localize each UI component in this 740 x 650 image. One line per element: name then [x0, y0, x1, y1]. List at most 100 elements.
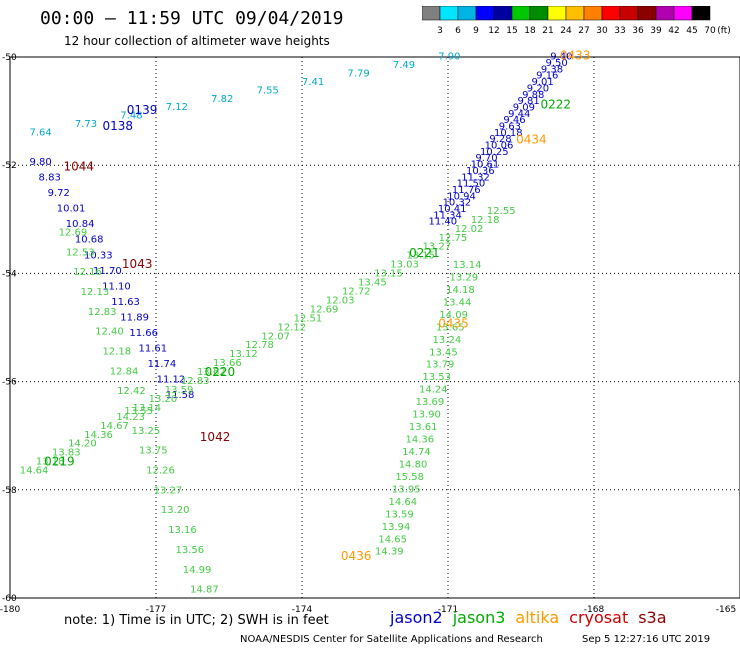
wave-height-value: 13.24	[433, 335, 462, 346]
wave-height-value: 9.40	[550, 52, 572, 63]
pass-label: 0221	[409, 246, 440, 260]
wave-height-value: 9.09	[513, 102, 535, 113]
wave-height-value: 13.95	[392, 484, 421, 495]
scale-tick-label: 27	[578, 26, 589, 36]
wave-height-value: 10.36	[466, 166, 495, 177]
wave-height-value: 13.45	[429, 347, 458, 358]
wave-height-value: 10.61	[471, 160, 500, 171]
wave-height-value: 13.61	[409, 422, 438, 433]
wave-height-value: 12.42	[117, 386, 146, 397]
wave-height-value: 7.48	[120, 111, 142, 122]
x-tick-label: -177	[146, 605, 166, 615]
wave-height-value: 13.59	[165, 385, 194, 396]
wave-height-value: 11.40	[429, 217, 458, 228]
legend-jason3: jason3	[452, 608, 506, 627]
scale-tick-label: 9	[473, 26, 479, 36]
wave-height-value: 14.80	[399, 459, 428, 470]
wave-height-value: 14.09	[439, 310, 468, 321]
wave-height-value: 10.25	[480, 147, 509, 158]
scale-tick-label: 70	[704, 26, 716, 36]
wave-height-value: 13.12	[229, 349, 258, 360]
wave-height-value: 14.74	[402, 447, 431, 458]
wave-height-value: 13.53	[422, 372, 451, 383]
wave-height-value: 13.83	[52, 448, 81, 459]
wave-height-value: 12.72	[342, 286, 371, 297]
wave-height-value: 13.18	[36, 457, 65, 468]
wave-height-value: 10.94	[447, 191, 476, 202]
wave-height-value: 9.38	[541, 64, 563, 75]
wave-height-value: 13.55	[124, 406, 153, 417]
footer-credit: NOAA/NESDIS Center for Satellite Applica…	[240, 634, 543, 645]
wave-height-value: 12.69	[310, 304, 339, 315]
wave-height-value: 7.55	[257, 85, 279, 96]
y-tick-label: -54	[2, 269, 17, 279]
wave-height-value: 11.12	[157, 374, 186, 385]
wave-height-value: 9.80	[29, 157, 51, 168]
pass-label: 0139	[127, 103, 158, 117]
scale-tick-label: 24	[560, 26, 572, 36]
wave-height-value: 14.23	[116, 412, 145, 423]
wave-height-value: 9.28	[489, 134, 511, 145]
legend-jason2: jason2	[390, 608, 443, 627]
wave-height-value: 14.65	[378, 534, 407, 545]
wave-height-value: 9.81	[517, 96, 539, 107]
wave-height-value: 14.39	[375, 547, 404, 558]
wave-height-value: 13.56	[175, 545, 204, 556]
wave-height-value: 14.87	[190, 585, 219, 596]
pass-label: 1044	[64, 160, 95, 174]
wave-height-value: 12.18	[102, 347, 131, 358]
x-tick-label: -165	[716, 605, 736, 615]
wave-height-value: 11.70	[93, 266, 122, 277]
wave-height-value: 10.32	[443, 198, 472, 209]
chart-title: 00:00 – 11:59 UTC 09/04/2019	[40, 8, 344, 29]
pass-label: 0433	[560, 49, 591, 63]
y-tick-label: -58	[2, 486, 17, 496]
wave-height-value: 10.06	[485, 141, 514, 152]
wave-height-value: 7.73	[75, 119, 97, 130]
wave-height-value: 12.75	[439, 233, 468, 244]
x-tick-label: -168	[584, 605, 605, 615]
color-scale-legend: 3 6 9 12 15 18 21 24 27 30 33 36 39 42 45 70 (ft)	[422, 6, 731, 36]
wave-height-value: 9.01	[531, 77, 553, 88]
pass-label: 0434	[516, 133, 547, 147]
wave-height-value: 11.74	[148, 359, 177, 370]
wave-height-value: 12.02	[455, 224, 484, 235]
wave-height-value: 9.46	[503, 115, 525, 126]
wave-height-value: 14.18	[446, 285, 475, 296]
footer-timestamp: Sep 5 12:27:16 UTC 2019	[582, 634, 711, 645]
scale-tick-label: 42	[668, 26, 679, 36]
x-tick-label: -180	[0, 605, 20, 615]
pass-label: 1043	[122, 257, 153, 271]
wave-height-value: 7.90	[438, 52, 460, 63]
scale-tick-label: 12	[488, 26, 499, 36]
scale-tick-label: 18	[524, 26, 536, 36]
wave-height-value: 7.64	[29, 127, 51, 138]
wave-height-value: 9.88	[522, 90, 544, 101]
y-tick-label: -60	[2, 594, 17, 604]
scale-tick-label: 3	[437, 26, 443, 36]
wave-height-value: 12.16	[73, 267, 102, 278]
wave-height-value: 9.20	[527, 83, 549, 94]
wave-height-value: 14.20	[68, 439, 97, 450]
wave-height-value: 13.27	[422, 242, 451, 253]
wave-height-value: 7.79	[347, 69, 369, 80]
wave-height-value: 12.78	[245, 340, 274, 351]
wave-height-value: 13.94	[382, 522, 411, 533]
y-tick-label: -52	[2, 161, 17, 171]
wave-height-value: 13.45	[358, 278, 387, 289]
legend-cryosat: cryosat	[569, 608, 629, 627]
wave-height-value: 9.50	[546, 58, 568, 69]
wave-height-value: 10.01	[57, 204, 86, 215]
wave-height-value: 12.13	[81, 287, 110, 298]
scale-tick-label: 15	[506, 26, 517, 36]
wave-height-value: 12.83	[88, 307, 117, 318]
y-tick-label: -56	[2, 378, 17, 388]
wave-height-value: 12.83	[181, 376, 210, 387]
wave-height-value: 11.76	[452, 185, 481, 196]
scale-tick-label: 33	[614, 26, 625, 36]
wave-height-value: 12.26	[146, 466, 175, 477]
wave-height-value: 9.16	[536, 71, 558, 82]
y-tick-label: -50	[2, 53, 17, 63]
wave-height-value: 9.63	[499, 122, 521, 133]
legend-altika: altika	[515, 608, 560, 627]
